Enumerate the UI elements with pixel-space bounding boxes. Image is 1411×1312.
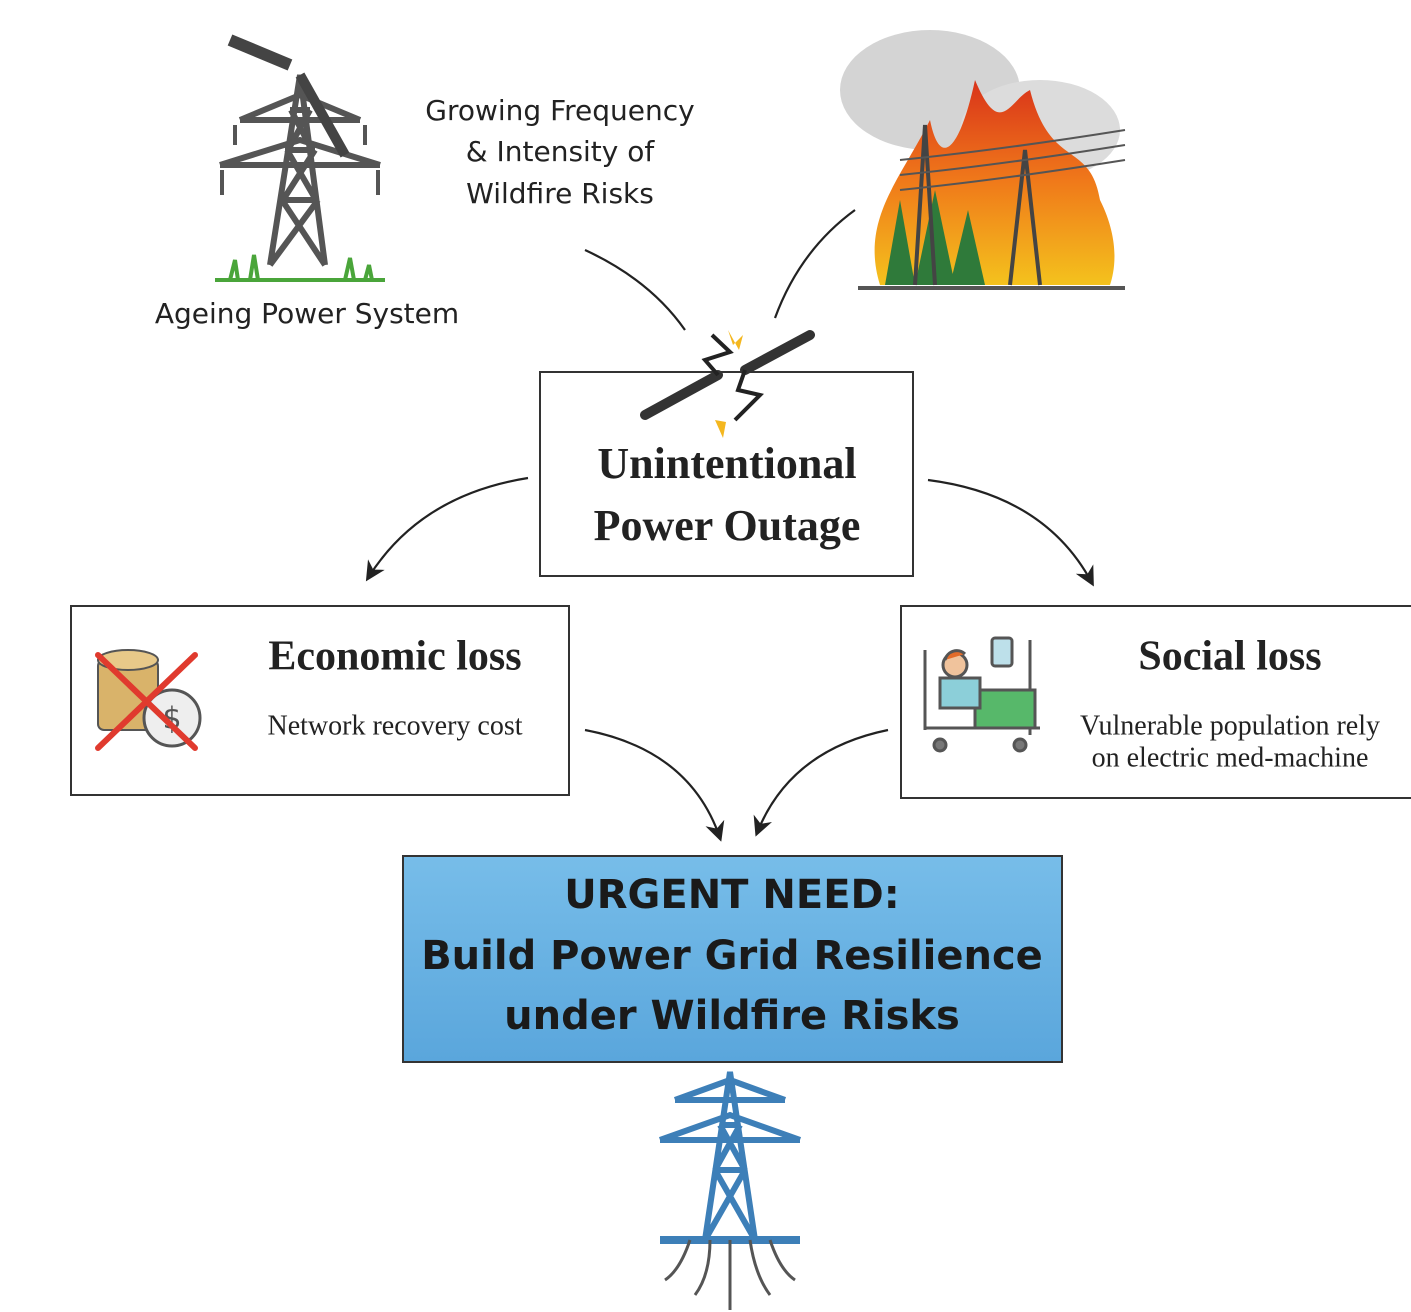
- connector: [368, 478, 528, 578]
- connector: [775, 210, 855, 318]
- connector: [928, 480, 1092, 583]
- social-title: Social loss: [1138, 634, 1321, 680]
- urgent-title: Build Power Grid Resilience: [421, 933, 1043, 979]
- patient-icon-part: [1014, 739, 1026, 751]
- connector: [585, 730, 720, 838]
- patient-icon-part: [934, 739, 946, 751]
- urgent-title: URGENT NEED:: [564, 872, 899, 918]
- outage-title: Unintentional: [597, 439, 856, 488]
- resilient-tower-icon: [660, 1072, 800, 1310]
- broken-line-icon-part: [745, 335, 810, 370]
- economic-text: Network recovery cost: [267, 710, 522, 741]
- social-text: Vulnerable population rely: [1080, 710, 1380, 741]
- wildfire-label: Growing Frequency: [425, 94, 694, 127]
- wildfire-label: & Intensity of: [466, 135, 656, 168]
- ageing-tower-icon: [215, 40, 385, 280]
- connector: [585, 250, 685, 330]
- wildfire-icon: [840, 30, 1125, 288]
- diagram: Ageing Power System Growing Frequency & …: [0, 0, 1411, 1312]
- coins-icon: $: [98, 650, 200, 748]
- patient-icon-part: [940, 678, 980, 708]
- patient-icon-part: [992, 638, 1012, 666]
- page: Ageing Power System Growing Frequency & …: [0, 0, 1411, 1312]
- wildfire-label: Wildfire Risks: [466, 177, 654, 210]
- ageing-tower-icon-part: [230, 255, 372, 280]
- economic-title: Economic loss: [268, 634, 521, 680]
- ageing-tower-icon-part: [230, 40, 290, 65]
- resilient-tower-icon-part: [665, 1240, 795, 1310]
- patient-icon-part: [975, 690, 1035, 728]
- urgent-title: under Wildfire Risks: [504, 993, 960, 1039]
- social-text: on electric med-machine: [1092, 742, 1369, 773]
- connector: [757, 730, 888, 833]
- outage-title: Power Outage: [594, 501, 861, 550]
- ageing-label: Ageing Power System: [155, 297, 459, 330]
